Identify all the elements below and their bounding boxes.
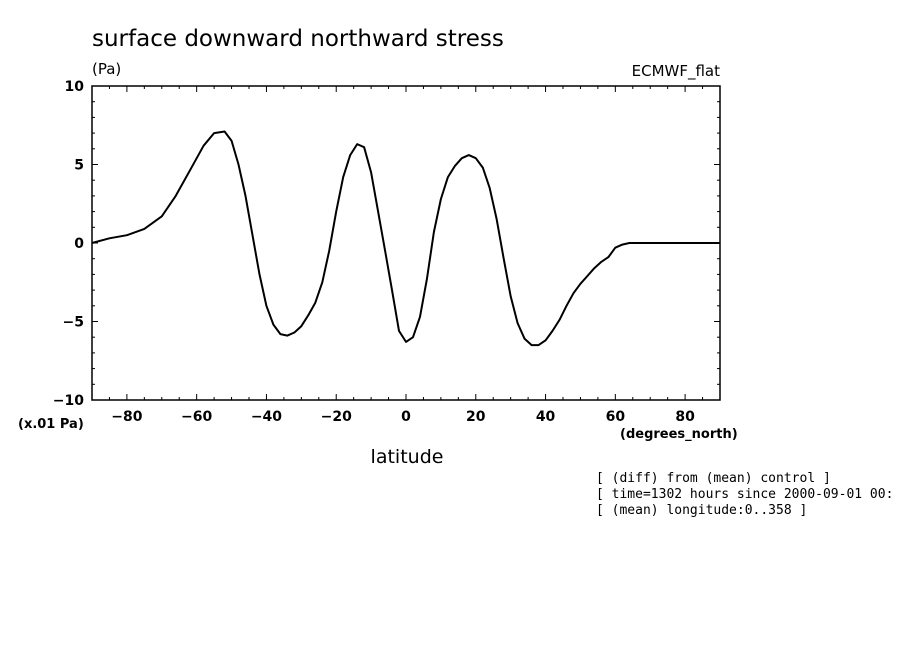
x-tick-label: −60 (181, 409, 212, 425)
x-tick-label: −40 (251, 409, 282, 425)
x-tick-label: −20 (321, 409, 352, 425)
x-tick-label: 40 (536, 409, 556, 425)
y-tick-label: 0 (74, 236, 84, 252)
x-units-label: (degrees_north) (620, 427, 738, 442)
y-tick-label: −10 (53, 393, 84, 409)
x-tick-label: 20 (466, 409, 486, 425)
y-tick-label: 10 (65, 79, 85, 95)
x-tick-label: 80 (675, 409, 695, 425)
x-tick-label: 0 (401, 409, 411, 425)
x-axis-label: latitude (371, 446, 444, 468)
series-line (91, 130, 720, 347)
scale-note: (x.01 Pa) (18, 417, 84, 432)
x-axis: −80 −60 −40 −20 0 20 40 60 80 (91, 86, 721, 425)
y-tick-label: −5 (63, 315, 84, 331)
annotation-line-3: [ (mean) longitude:0..358 ] (596, 503, 807, 518)
y-tick-label: 5 (74, 158, 84, 174)
series-group (91, 130, 720, 347)
annotation-line-1: [ (diff) from (mean) control ] (596, 471, 831, 486)
x-tick-label: −80 (111, 409, 142, 425)
chart-title: surface downward northward stress (92, 26, 504, 52)
dataset-label: ECMWF_flat (632, 62, 720, 81)
x-tick-label: 60 (606, 409, 626, 425)
annotation-line-2: [ time=1302 hours since 2000-09-01 00: (596, 487, 893, 502)
units-label: (Pa) (92, 60, 121, 78)
y-axis: −10 −5 0 5 10 (53, 79, 720, 409)
